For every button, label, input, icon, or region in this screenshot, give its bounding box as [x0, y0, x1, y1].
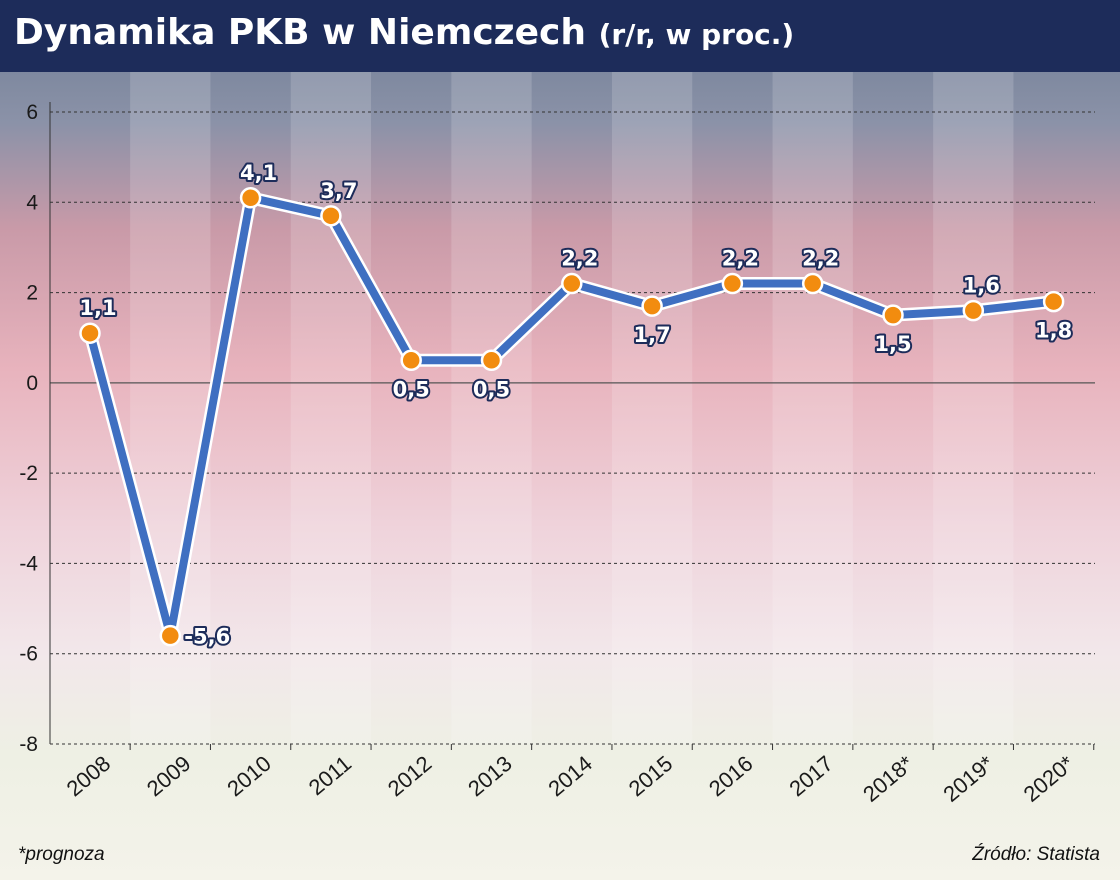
- data-label: 1,7: [633, 323, 670, 347]
- data-point: [801, 272, 824, 295]
- data-point: [641, 295, 663, 317]
- data-label: 1,5: [874, 332, 911, 356]
- y-tick-label: -8: [19, 733, 38, 756]
- x-tick-label: 2016: [704, 751, 758, 802]
- x-tick-label: 2020*: [1019, 750, 1079, 806]
- data-point: [882, 304, 904, 326]
- x-tick-label: 2019*: [938, 750, 998, 806]
- data-point: [239, 187, 262, 209]
- chart-title: Dynamika PKB w Niemczech (r/r, w proc.): [14, 12, 794, 53]
- data-point: [1042, 290, 1065, 313]
- chart-title-main: Dynamika PKB w Niemczech: [14, 12, 587, 53]
- data-point: [159, 624, 182, 647]
- x-tick-label: 2015: [624, 751, 678, 802]
- data-label: 2,2: [561, 247, 598, 271]
- x-tick-label: 2011: [304, 751, 356, 801]
- x-axis: 2008 2009 2010 2011 2012 2013 2014 2015 2016 2017…: [62, 744, 1095, 807]
- column-bands: [130, 72, 1014, 744]
- column-band: [290, 72, 372, 744]
- column-band: [451, 72, 532, 744]
- y-tick-label: 2: [26, 282, 38, 305]
- data-point: [79, 322, 101, 344]
- data-markers: [79, 187, 1065, 647]
- column-band: [933, 72, 1014, 744]
- x-tick-label: 2018*: [858, 750, 918, 806]
- y-tick-label: 0: [26, 372, 38, 395]
- source-note: Źródło: Statista: [972, 844, 1100, 865]
- data-label: 2,2: [802, 247, 839, 271]
- title-bar: Dynamika PKB w Niemczech (r/r, w proc.): [0, 0, 1120, 72]
- data-point: [561, 272, 583, 295]
- data-label: 3,7: [320, 179, 357, 203]
- data-point: [320, 205, 342, 227]
- y-axis: -8 -6 -4 -2 0 2 4 6: [19, 101, 51, 756]
- footnote: *prognoza: [18, 844, 105, 865]
- data-label: 4,1: [240, 161, 277, 185]
- data-label: -5,6: [184, 625, 230, 649]
- data-point: [721, 272, 744, 295]
- data-point: [400, 349, 422, 372]
- data-label: 1,6: [963, 274, 1000, 298]
- y-tick-label: -2: [19, 462, 38, 485]
- x-tick-label: 2014: [543, 751, 597, 802]
- chart-title-unit: (r/r, w proc.): [598, 18, 795, 51]
- data-label: 1,1: [79, 296, 116, 320]
- data-label: 0,5: [393, 377, 430, 401]
- data-labels: 1,1 -5,6 4,1 3,7 0,5 0,5 2,2 1,7 2,2 2,2 1,5 1,6 1,8: [77, 159, 1074, 651]
- y-tick-label: -4: [19, 552, 38, 575]
- column-band: [772, 72, 853, 744]
- x-tick-label: 2012: [383, 751, 437, 802]
- x-tick-label: 2009: [142, 751, 196, 802]
- y-tick-label: -6: [19, 643, 38, 666]
- data-label: 2,2: [722, 247, 759, 271]
- x-tick-label: 2013: [463, 751, 517, 802]
- x-tick-label: 2008: [62, 751, 116, 802]
- y-tick-label: 4: [26, 191, 38, 214]
- data-point: [480, 349, 503, 372]
- data-label: 0,5: [473, 377, 510, 401]
- x-tick-label: 2010: [222, 751, 276, 802]
- data-label: 1,8: [1035, 319, 1072, 343]
- column-band: [611, 72, 693, 744]
- x-tick-label: 2017: [784, 751, 838, 802]
- data-point: [962, 299, 985, 322]
- y-tick-label: 6: [26, 101, 38, 124]
